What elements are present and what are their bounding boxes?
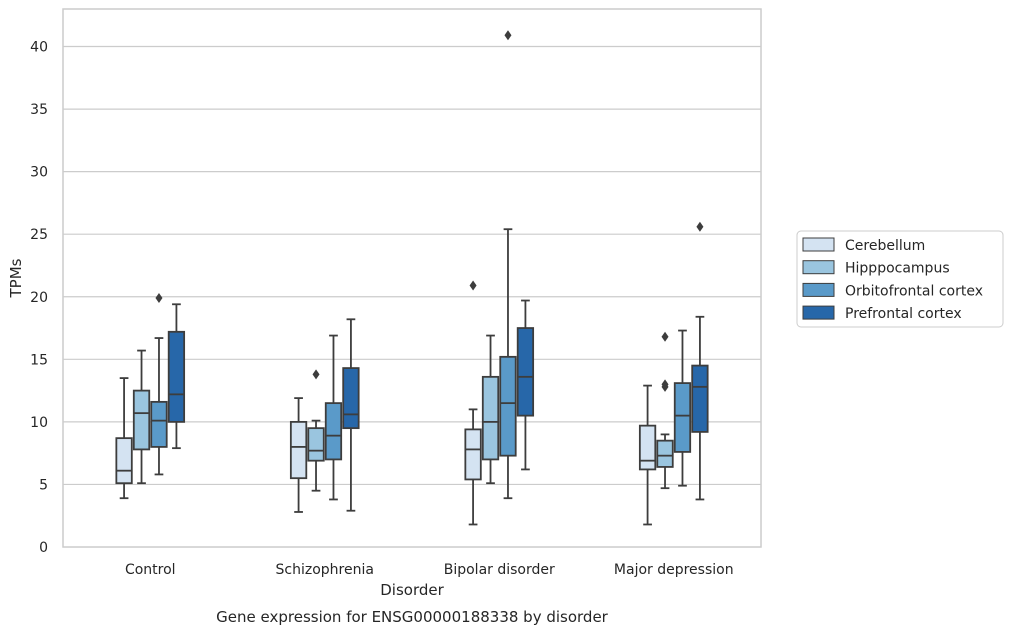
box-iqr [324, 402, 343, 461]
box-prefrontal-cortex [691, 221, 709, 501]
box-iqr [150, 400, 168, 448]
outlier-point [661, 379, 669, 390]
box-series [115, 30, 709, 526]
box-prefrontal-cortex [516, 299, 535, 471]
box-hipppocampus [656, 331, 674, 490]
y-tick-label: 20 [30, 290, 48, 306]
box-iqr [167, 330, 186, 423]
y-tick-label: 40 [30, 40, 48, 56]
legend-frame [796, 230, 1004, 328]
x-axis-label: Disorder [380, 581, 444, 599]
box-prefrontal-cortex [342, 318, 360, 512]
y-tick-label: 15 [30, 352, 48, 368]
box-iqr [132, 389, 151, 451]
box-iqr [307, 427, 325, 462]
box-orbitofrontal-cortex [499, 30, 517, 500]
box-hipppocampus [481, 334, 500, 485]
x-tick-label: Schizophrenia [276, 562, 374, 578]
legend-label: Orbitofrontal cortex [845, 283, 983, 299]
plot-frame [62, 8, 762, 548]
box-iqr [115, 437, 133, 485]
y-tick-label: 0 [39, 540, 48, 556]
box-iqr [342, 367, 360, 430]
outlier-point [696, 221, 704, 232]
y-tick-label: 35 [30, 102, 48, 118]
legend-label: Cerebellum [845, 238, 925, 254]
legend-swatch [802, 282, 835, 297]
box-orbitofrontal-cortex [150, 293, 168, 476]
legend-swatch [802, 237, 835, 252]
box-iqr [673, 382, 692, 453]
y-tick-label: 30 [30, 165, 48, 181]
box-iqr [638, 424, 657, 471]
legend-label: Prefrontal cortex [845, 306, 962, 322]
legend-swatch [802, 305, 835, 320]
chart-caption: Gene expression for ENSG00000188338 by d… [216, 608, 609, 626]
box-iqr [289, 420, 308, 480]
y-tick-label: 5 [39, 477, 48, 493]
outlier-point [661, 331, 669, 342]
box-orbitofrontal-cortex [673, 329, 692, 487]
box-iqr [516, 327, 535, 417]
box-hipppocampus [307, 369, 325, 492]
x-tick-label: Bipolar disorder [444, 562, 555, 578]
box-prefrontal-cortex [167, 303, 186, 450]
y-tick-label: 10 [30, 415, 48, 431]
box-orbitofrontal-cortex [324, 334, 343, 501]
box-hipppocampus [132, 349, 151, 485]
legend-label: Hipppocampus [845, 261, 950, 277]
gridlines [63, 45, 761, 486]
x-tick-label: Control [125, 562, 176, 578]
box-iqr [464, 428, 482, 481]
box-iqr [656, 439, 674, 468]
y-axis-label: TPMs [7, 258, 25, 298]
box-cerebellum [289, 397, 308, 513]
box-iqr [481, 375, 500, 461]
outlier-point [155, 293, 163, 304]
outlier-point [312, 369, 320, 380]
outlier-point [469, 280, 477, 291]
x-tick-labels: Control Schizophrenia Bipolar disorder Majo… [125, 562, 734, 578]
outlier-point [504, 30, 512, 41]
legend-swatch [802, 260, 835, 275]
box-iqr [499, 355, 517, 457]
box-cerebellum [115, 377, 133, 500]
x-tick-label: Major depression [614, 562, 734, 578]
box-cerebellum [464, 280, 482, 526]
legend: Cerebellum Hipppocampus Orbitofrontal cort… [796, 230, 1004, 328]
y-tick-label: 25 [30, 227, 48, 243]
y-tick-labels: 0 5 10 15 20 25 30 35 40 [30, 40, 48, 556]
box-iqr [691, 364, 709, 433]
box-cerebellum [638, 384, 657, 526]
